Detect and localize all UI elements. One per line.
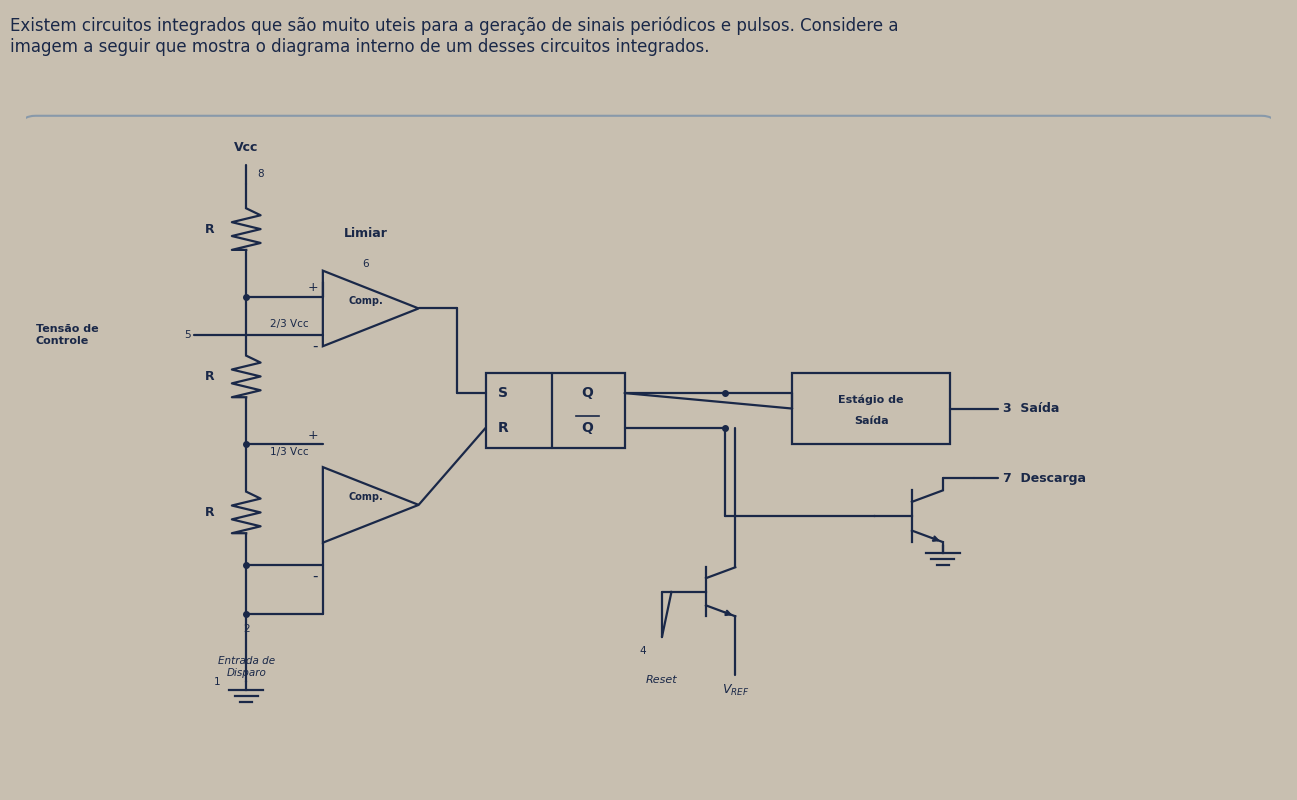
Text: Limiar: Limiar: [344, 227, 388, 241]
Text: +: +: [307, 281, 318, 294]
Text: Estágio de: Estágio de: [838, 394, 904, 405]
Text: Saída: Saída: [853, 417, 888, 426]
Text: 1: 1: [214, 678, 220, 687]
Text: +: +: [307, 429, 318, 442]
Text: R: R: [205, 506, 214, 519]
Bar: [792, 373, 951, 445]
Text: 3  Saída: 3 Saída: [1003, 402, 1060, 415]
Text: 5: 5: [184, 330, 191, 340]
Text: 2: 2: [243, 623, 249, 634]
Text: Tensão de
Controle: Tensão de Controle: [35, 324, 99, 346]
Text: Vcc: Vcc: [233, 141, 258, 154]
Text: 8: 8: [258, 169, 265, 178]
Text: 6: 6: [363, 259, 370, 270]
Text: R: R: [498, 421, 508, 435]
Text: 4: 4: [639, 646, 646, 656]
Text: 7  Descarga: 7 Descarga: [1003, 472, 1086, 485]
Text: Reset: Reset: [646, 675, 678, 685]
Text: 2/3 Vcc: 2/3 Vcc: [270, 318, 309, 329]
Text: -: -: [313, 338, 318, 354]
Text: Q: Q: [581, 386, 593, 400]
Bar: [485, 373, 625, 448]
Text: $V_{REF}$: $V_{REF}$: [721, 682, 748, 698]
Text: 1/3 Vcc: 1/3 Vcc: [270, 447, 309, 457]
Text: S: S: [498, 386, 508, 400]
Text: -: -: [313, 569, 318, 584]
Text: R: R: [205, 370, 214, 383]
Text: Q: Q: [581, 421, 593, 435]
Text: Comp.: Comp.: [349, 296, 384, 306]
Text: Entrada de
Disparo: Entrada de Disparo: [218, 656, 275, 678]
Text: Comp.: Comp.: [349, 492, 384, 502]
Text: R: R: [205, 222, 214, 236]
Text: Existem circuitos integrados que são muito uteis para a geração de sinais periód: Existem circuitos integrados que são mui…: [10, 17, 899, 56]
